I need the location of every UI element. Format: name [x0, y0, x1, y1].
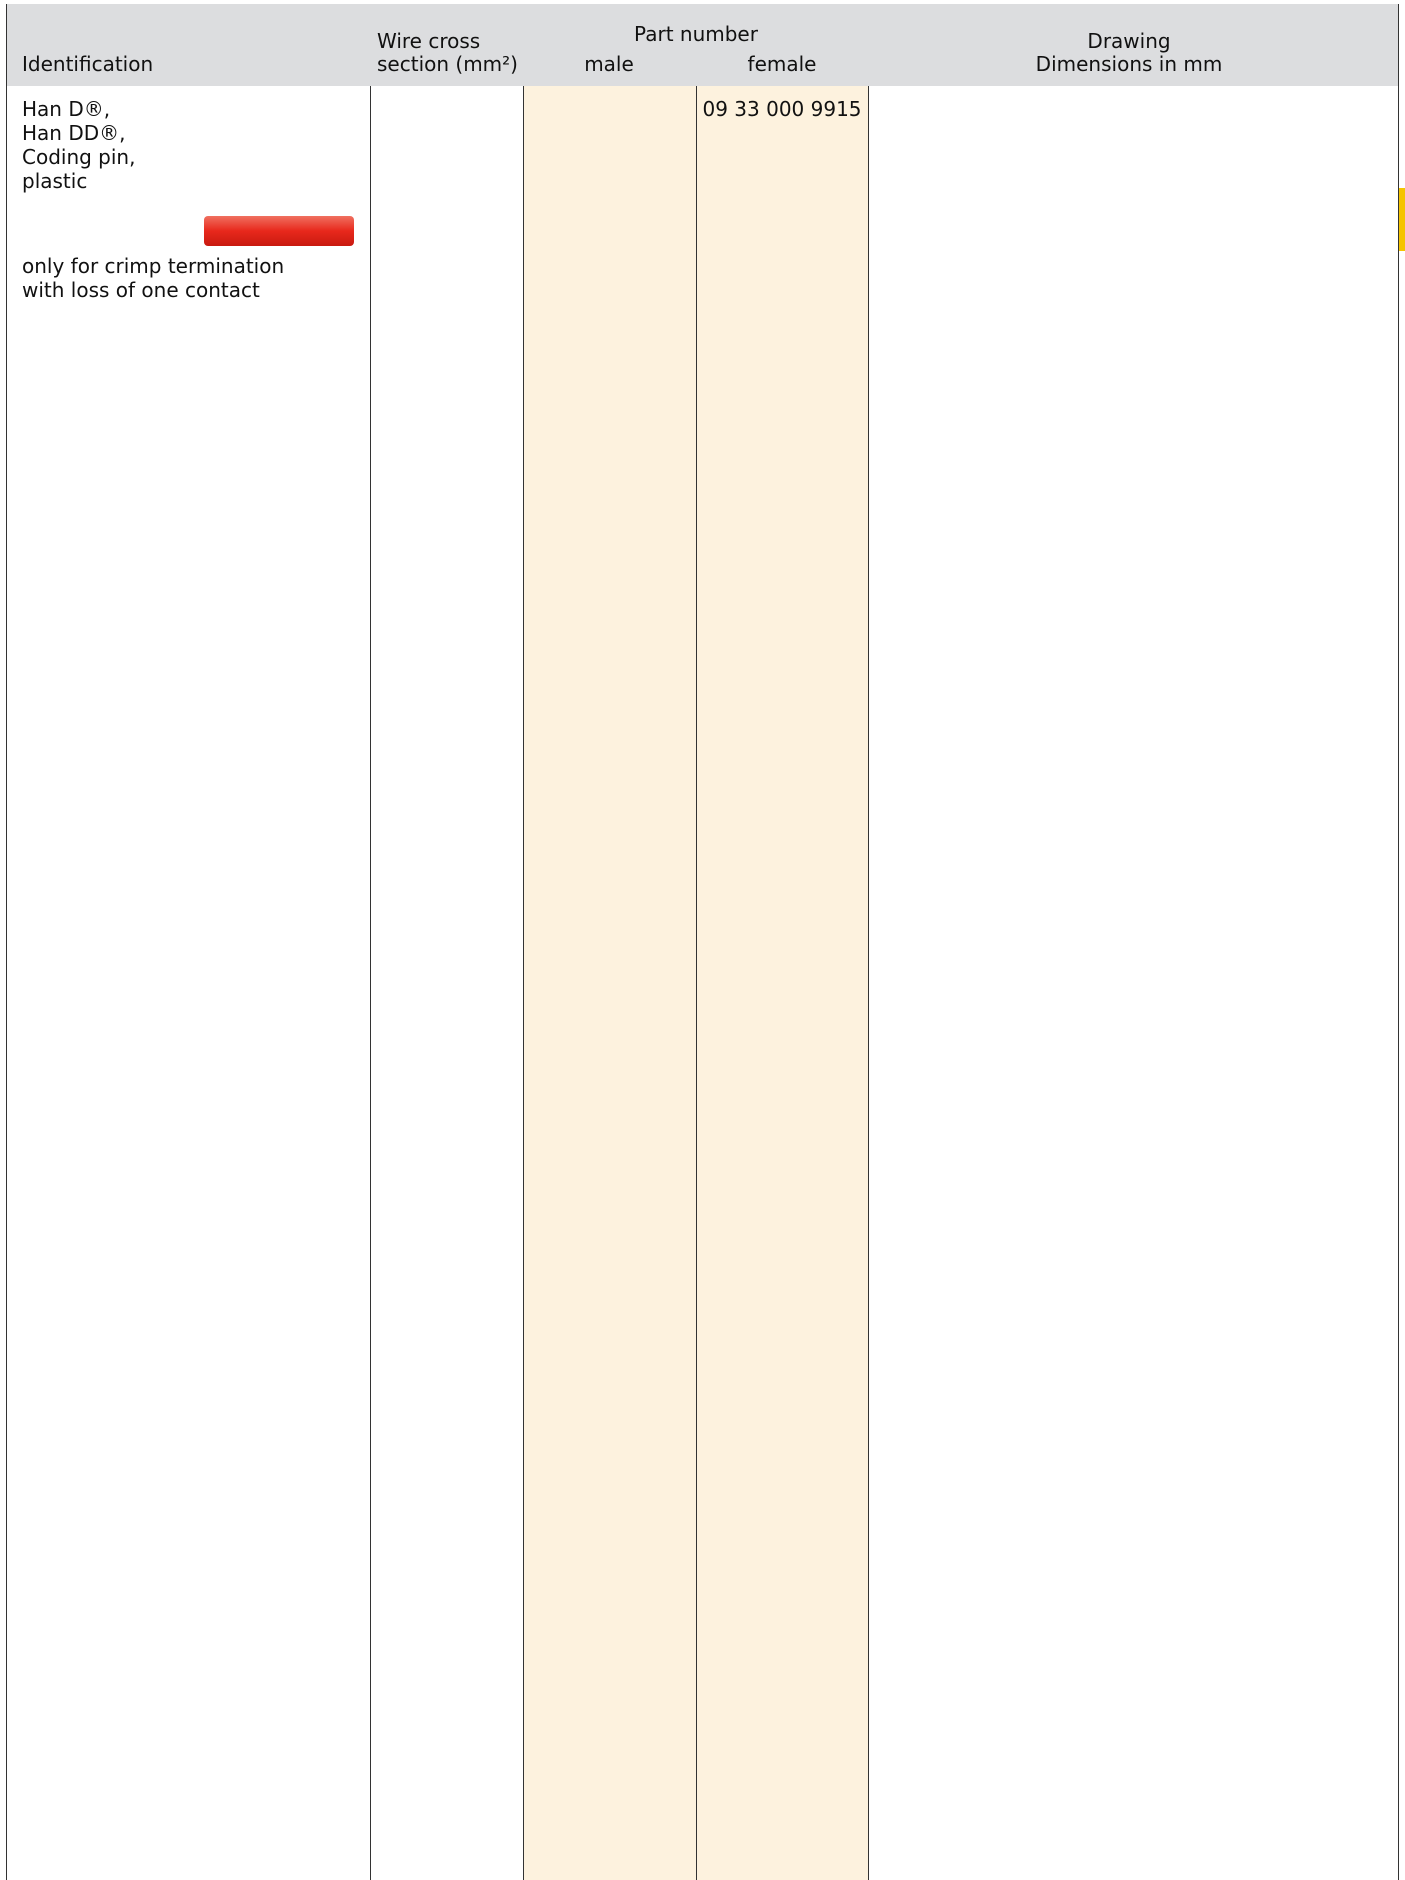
note: only for crimp termination	[22, 254, 284, 278]
header-drawing: Drawing	[1087, 29, 1170, 53]
male-column	[523, 86, 696, 1880]
header-drawing: Dimensions in mm	[1036, 52, 1223, 76]
identification: plastic	[22, 169, 87, 193]
identification: Han D®,	[22, 97, 110, 121]
divider	[696, 86, 697, 1880]
note: with loss of one contact	[22, 278, 260, 302]
side-tab	[1399, 188, 1405, 251]
header-male: male	[584, 52, 634, 76]
border-left	[6, 4, 7, 1880]
page: Identification Wire cross section (mm²) …	[0, 0, 1405, 1880]
header-wire: section (mm²)	[377, 52, 518, 76]
divider	[370, 86, 371, 1880]
header-wire: Wire cross	[377, 29, 480, 53]
identification: Han DD®,	[22, 121, 126, 145]
identification: Coding pin,	[22, 145, 135, 169]
border-right	[1398, 4, 1399, 1880]
header-part-number: Part number	[634, 22, 758, 46]
product-image	[203, 214, 355, 248]
divider	[523, 86, 524, 1880]
part-number-female: 09 33 000 9915	[702, 97, 861, 121]
header-female: female	[748, 52, 817, 76]
divider	[868, 86, 869, 1880]
header-identification: Identification	[22, 52, 153, 76]
female-column	[696, 86, 868, 1880]
